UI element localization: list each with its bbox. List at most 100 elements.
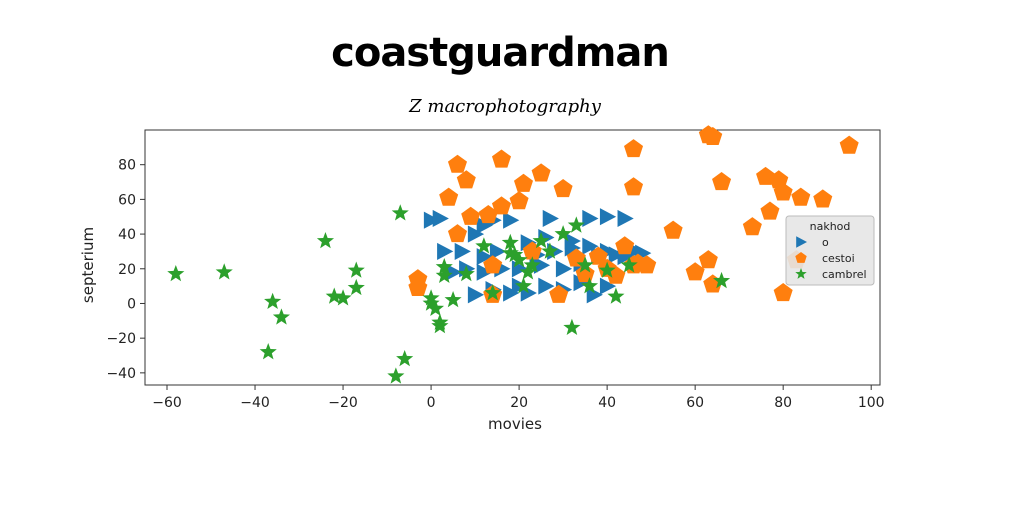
data-point bbox=[215, 263, 233, 280]
y-tick-label: −20 bbox=[106, 331, 136, 347]
data-point bbox=[564, 239, 581, 257]
data-point bbox=[567, 216, 585, 233]
data-point bbox=[624, 139, 644, 158]
data-point bbox=[476, 216, 493, 234]
y-axis-label: septerium bbox=[79, 227, 97, 303]
data-point bbox=[538, 277, 555, 295]
x-tick-label: 20 bbox=[510, 395, 528, 411]
data-point bbox=[264, 292, 282, 310]
data-point bbox=[773, 182, 793, 201]
data-point bbox=[531, 163, 551, 182]
data-point bbox=[598, 261, 616, 278]
chart-title: coastguardman bbox=[331, 30, 670, 76]
legend-label: o bbox=[822, 236, 829, 249]
x-tick-label: −60 bbox=[152, 395, 182, 411]
data-points bbox=[167, 125, 859, 384]
data-point bbox=[489, 242, 507, 260]
data-point bbox=[713, 271, 731, 289]
y-tick-label: 0 bbox=[127, 296, 136, 312]
y-tick-label: 80 bbox=[118, 158, 136, 174]
data-point bbox=[491, 149, 512, 168]
data-point bbox=[663, 220, 683, 239]
data-point bbox=[555, 260, 573, 278]
data-point bbox=[542, 209, 559, 228]
data-point bbox=[476, 263, 493, 281]
data-point bbox=[435, 266, 453, 283]
data-point bbox=[582, 237, 599, 255]
data-point bbox=[422, 294, 440, 311]
data-point bbox=[467, 225, 485, 243]
data-point bbox=[760, 201, 780, 220]
data-point bbox=[325, 287, 343, 304]
data-point bbox=[457, 264, 475, 282]
x-tick-label: 100 bbox=[858, 395, 885, 411]
plot-frame bbox=[144, 129, 881, 386]
data-point bbox=[475, 237, 493, 254]
data-point bbox=[272, 308, 290, 325]
data-point bbox=[391, 204, 409, 221]
legend-label: cestoi bbox=[822, 252, 855, 265]
data-point bbox=[608, 246, 625, 264]
data-point bbox=[532, 232, 550, 249]
data-point bbox=[431, 317, 449, 334]
data-point bbox=[813, 189, 833, 208]
data-point bbox=[509, 191, 529, 210]
data-point bbox=[588, 246, 608, 265]
data-point bbox=[573, 274, 590, 292]
data-point bbox=[437, 242, 454, 260]
x-tick-label: −40 bbox=[240, 395, 270, 411]
data-point bbox=[347, 278, 365, 296]
data-point bbox=[432, 209, 449, 228]
series-cambrel bbox=[167, 204, 731, 384]
data-point bbox=[566, 248, 586, 267]
x-axis-label: movies bbox=[488, 415, 542, 433]
data-point bbox=[461, 206, 481, 225]
data-point bbox=[742, 217, 762, 236]
x-tick-label: 80 bbox=[774, 395, 792, 411]
data-point bbox=[712, 172, 732, 191]
data-point bbox=[615, 236, 635, 255]
legend-marker bbox=[796, 236, 807, 248]
data-point bbox=[483, 255, 503, 274]
y-tick-label: 40 bbox=[118, 227, 136, 243]
data-point bbox=[503, 284, 520, 302]
data-point bbox=[599, 208, 617, 226]
legend-label: cambrel bbox=[822, 268, 867, 281]
data-point bbox=[576, 256, 594, 273]
legend: nakhod o cestoi cambrel bbox=[785, 215, 875, 286]
data-point bbox=[444, 291, 462, 308]
data-point bbox=[491, 196, 512, 215]
data-point bbox=[316, 232, 335, 249]
x-tick-label: 60 bbox=[686, 395, 704, 411]
data-point bbox=[478, 205, 498, 224]
data-point bbox=[607, 287, 625, 304]
data-point bbox=[503, 211, 520, 229]
data-point bbox=[617, 209, 634, 228]
data-point bbox=[839, 135, 859, 154]
data-point bbox=[582, 209, 599, 228]
axes bbox=[144, 129, 881, 386]
y-tick-label: 20 bbox=[118, 262, 136, 278]
legend-marker bbox=[795, 252, 807, 263]
y-tick-label: −40 bbox=[106, 366, 136, 382]
data-point bbox=[439, 187, 459, 206]
data-point bbox=[533, 256, 551, 274]
x-ticks: −60 −40 −20 0 20 40 60 80 100 bbox=[152, 385, 885, 411]
data-point bbox=[773, 283, 793, 302]
data-point bbox=[698, 250, 718, 269]
data-point bbox=[259, 343, 277, 360]
data-point bbox=[447, 154, 467, 173]
legend-marker bbox=[795, 268, 807, 279]
data-point bbox=[347, 261, 365, 278]
x-tick-label: 40 bbox=[598, 395, 616, 411]
y-tick-label: 60 bbox=[118, 192, 136, 208]
data-point bbox=[387, 367, 405, 384]
data-point bbox=[563, 318, 581, 336]
data-point bbox=[456, 170, 476, 189]
data-point bbox=[703, 126, 723, 146]
y-ticks: −40 −20 0 20 40 60 80 bbox=[106, 158, 145, 382]
data-point bbox=[510, 251, 528, 268]
data-point bbox=[435, 258, 453, 275]
data-point bbox=[624, 177, 644, 196]
data-point bbox=[575, 263, 595, 283]
